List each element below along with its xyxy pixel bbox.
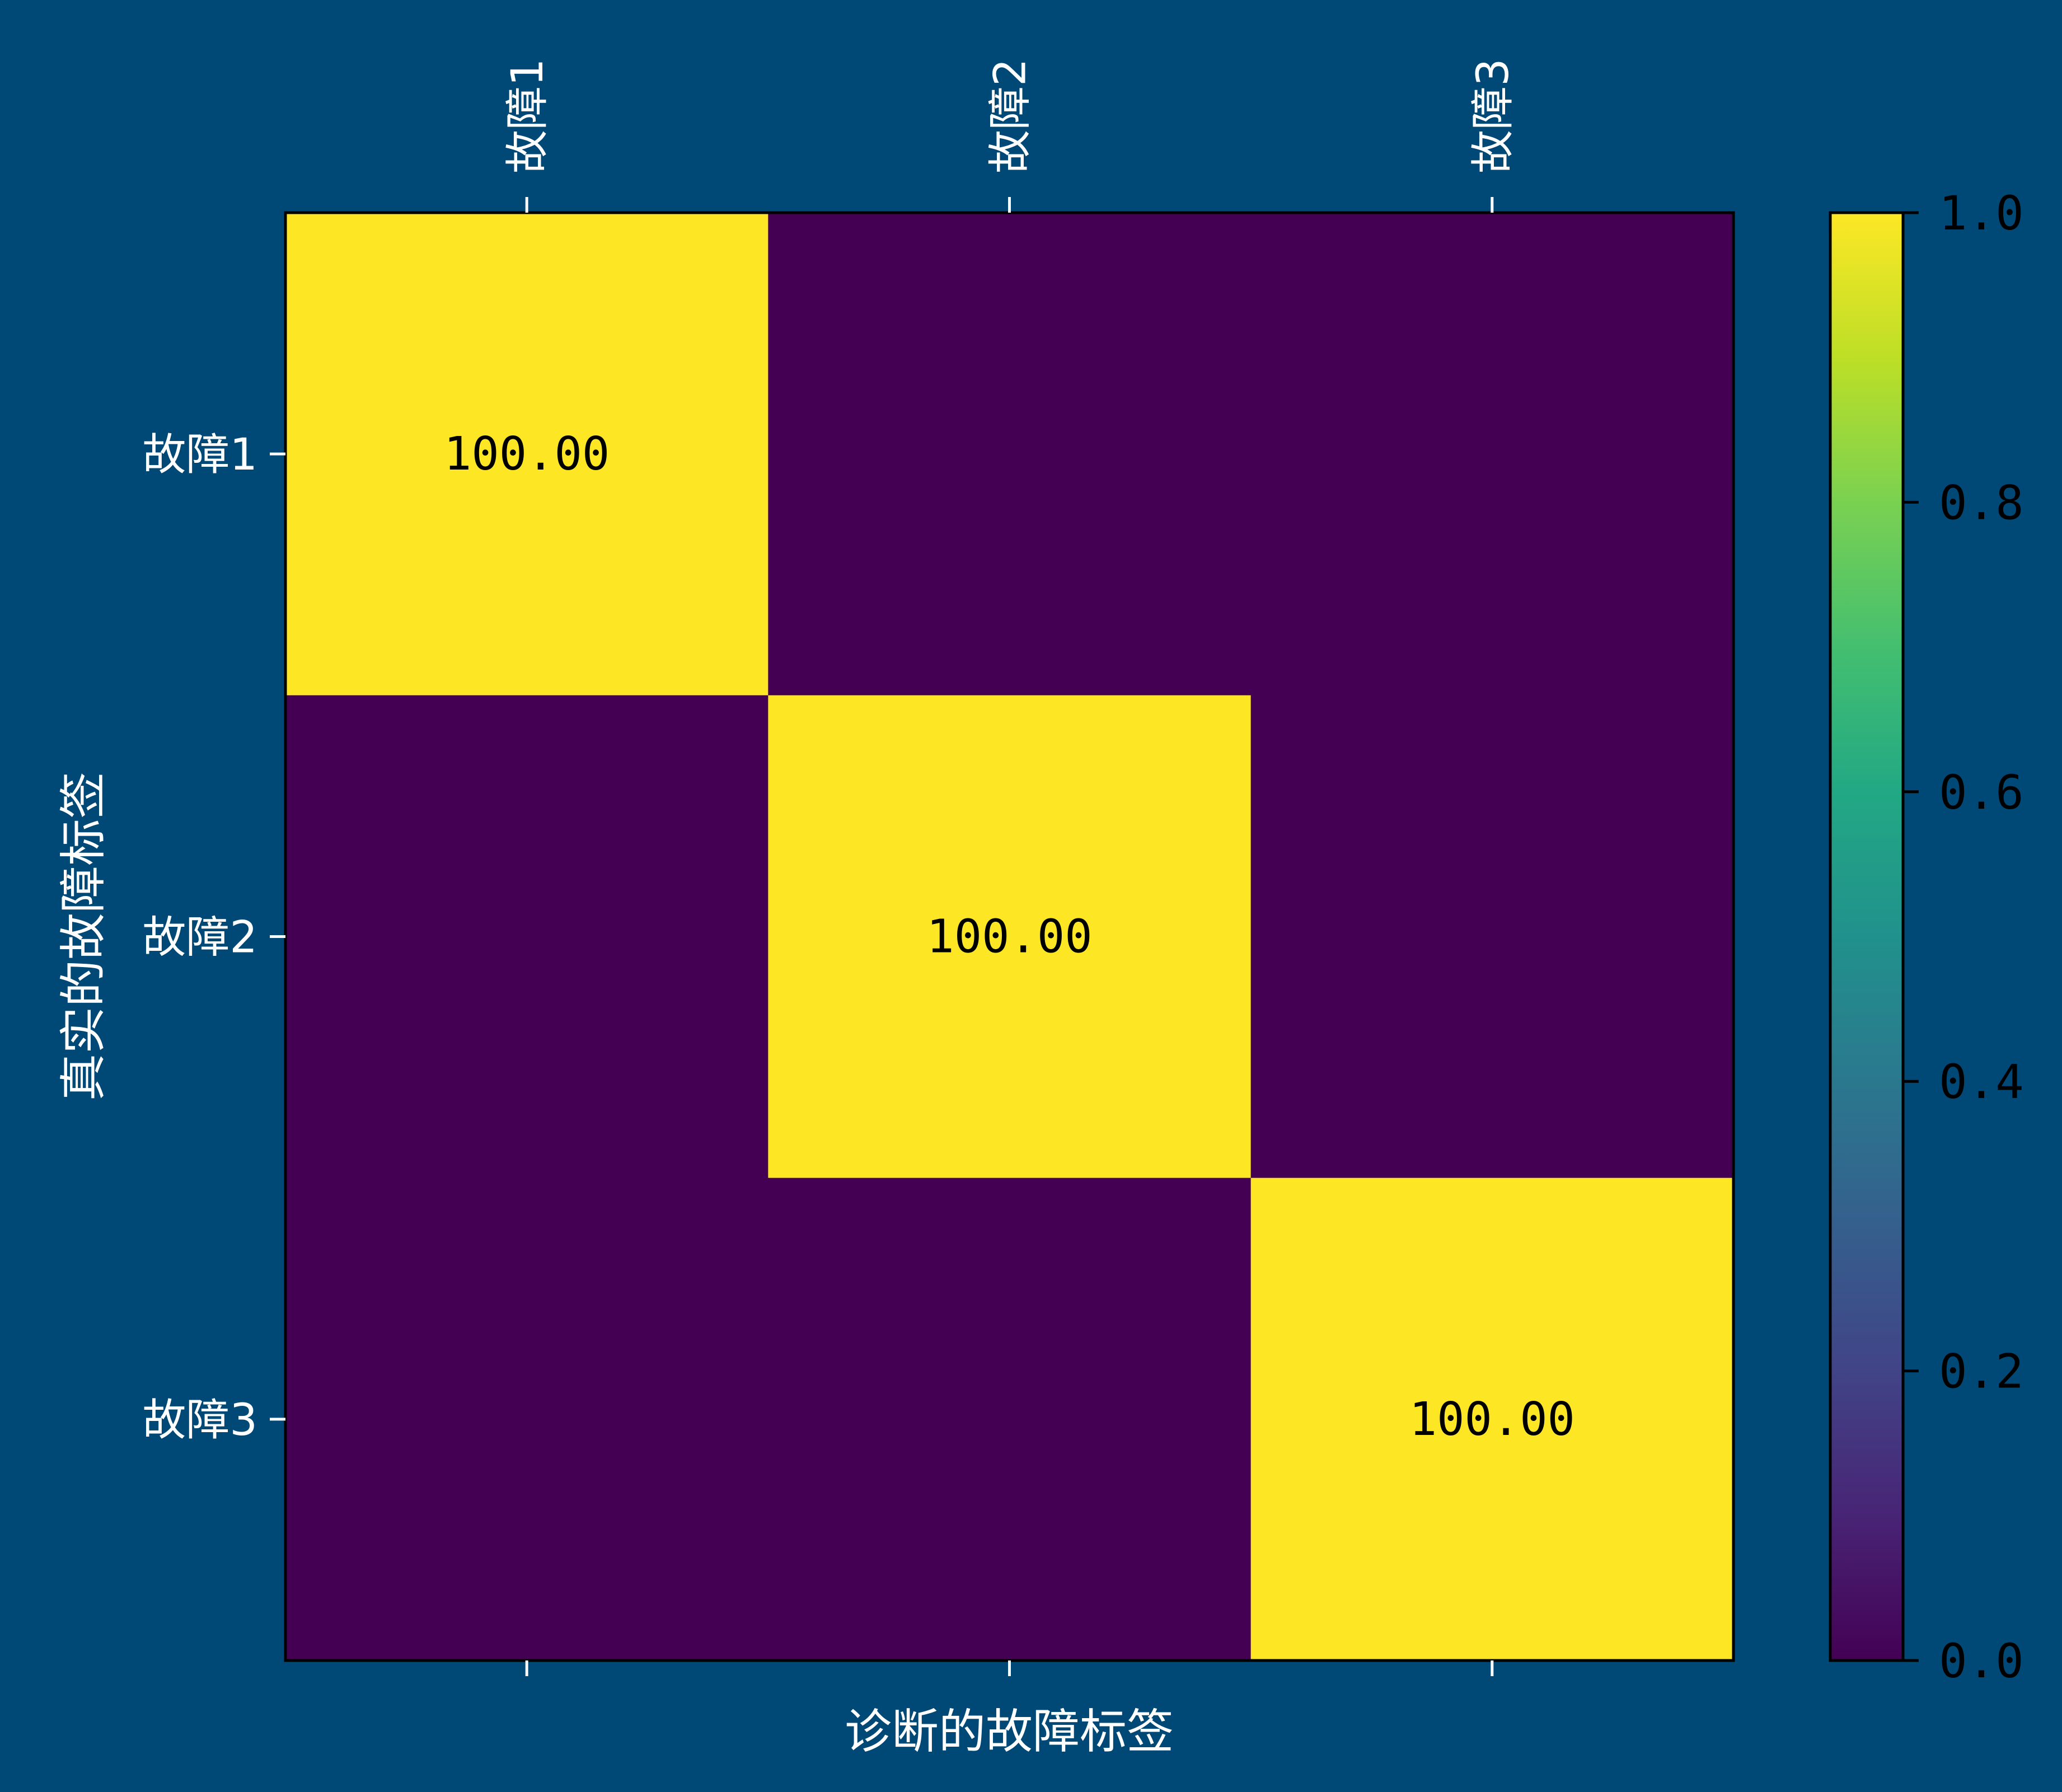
- heatmap-cell: [1250, 1178, 1734, 1661]
- y-axis-ticks: 故障1 故障2 故障3: [142, 430, 285, 1446]
- heatmap-cell: [285, 213, 768, 696]
- y-tick-label: 故障2: [142, 913, 257, 963]
- heatmap-cell: [768, 1178, 1252, 1661]
- heatmap-cell: [285, 1178, 768, 1661]
- colorbar-ticks: 0.0 0.2 0.4 0.6 0.8 1.0: [1903, 186, 2024, 1688]
- colorbar-tick-label: 0.2: [1939, 1344, 2024, 1399]
- colorbar-gradient: [1829, 211, 1905, 1662]
- heatmap-cell: [768, 695, 1252, 1179]
- heatmap-cell: [285, 695, 768, 1179]
- colorbar-tick-label: 0.4: [1939, 1054, 2024, 1109]
- x-tick-label: 故障1: [503, 58, 553, 173]
- colorbar: 0.0 0.2 0.4 0.6 0.8 1.0: [1829, 186, 2024, 1688]
- x-axis-title: 诊断的故障标签: [845, 1704, 1174, 1759]
- cell-value-label: 100.00: [926, 911, 1092, 964]
- cell-value-label: 100.00: [444, 428, 610, 481]
- y-tick-label: 故障1: [142, 430, 257, 480]
- cell-value-label: 100.00: [1409, 1393, 1575, 1446]
- heatmap-cell: [1250, 695, 1734, 1179]
- heatmap-cell: [768, 213, 1252, 696]
- colorbar-tick-label: 0.6: [1939, 765, 2024, 820]
- y-axis-title: 真实的故障标签: [56, 772, 111, 1101]
- heatmap-cells: 100.00 100.00 100.00: [285, 213, 1734, 1661]
- x-axis-ticks: 故障1 故障2 故障3: [503, 58, 1519, 1676]
- colorbar-tick-label: 0.8: [1939, 475, 2024, 530]
- colorbar-tick-label: 0.0: [1939, 1634, 2024, 1688]
- y-tick-label: 故障3: [142, 1395, 257, 1446]
- heatmap-cell: [1250, 213, 1734, 696]
- x-tick-label: 故障3: [1468, 58, 1519, 173]
- colorbar-tick-label: 1.0: [1939, 186, 2024, 241]
- x-tick-label: 故障2: [986, 58, 1036, 173]
